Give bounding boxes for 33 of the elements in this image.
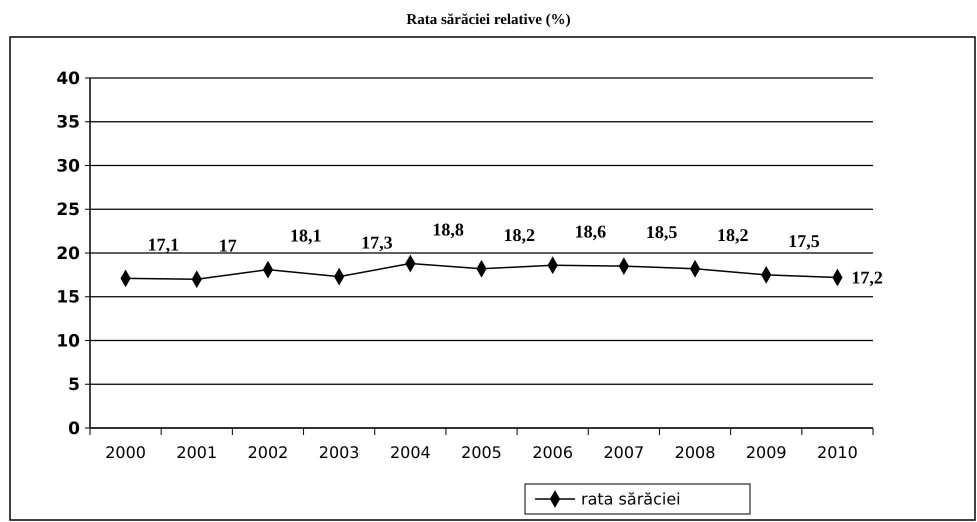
x-tick-label: 2007 xyxy=(604,443,644,462)
data-label: 18,2 xyxy=(717,224,749,245)
data-label: 17,3 xyxy=(361,232,393,253)
data-label: 17,1 xyxy=(148,234,180,254)
x-tick-label: 2008 xyxy=(674,443,716,462)
data-label: 17,5 xyxy=(788,230,820,251)
x-tick-label: 2000 xyxy=(105,443,146,462)
data-label: 18,5 xyxy=(646,222,678,242)
y-tick-label: 20 xyxy=(56,244,80,264)
data-label: 18,8 xyxy=(432,220,464,240)
x-tick-label: 2004 xyxy=(390,443,431,462)
x-tick-label: 2006 xyxy=(532,443,574,462)
data-label: 18,2 xyxy=(504,224,535,245)
x-tick-label: 2002 xyxy=(248,443,288,462)
legend-label: rata sărăciei xyxy=(581,490,681,509)
x-tick-label: 2003 xyxy=(318,443,360,462)
x-tick-label: 2001 xyxy=(176,443,218,462)
x-tick-label: 2009 xyxy=(746,443,787,462)
y-tick-label: 10 xyxy=(56,331,80,352)
data-label: 18,1 xyxy=(290,226,322,246)
y-tick-label: 30 xyxy=(56,156,80,176)
y-tick-label: 35 xyxy=(56,112,80,133)
data-label: 18,6 xyxy=(574,221,606,242)
y-tick-label: 25 xyxy=(56,200,80,220)
x-tick-label: 2005 xyxy=(461,443,502,462)
data-label: 17 xyxy=(218,235,237,256)
x-tick-label: 2010 xyxy=(817,443,858,462)
data-label: 17,2 xyxy=(851,268,883,288)
y-tick-label: 5 xyxy=(68,375,80,396)
y-tick-label: 15 xyxy=(56,288,80,308)
y-tick-label: 0 xyxy=(68,418,80,439)
y-tick-label: 40 xyxy=(56,68,80,89)
chart-title: Rata sărăciei relative (%) xyxy=(406,12,571,28)
